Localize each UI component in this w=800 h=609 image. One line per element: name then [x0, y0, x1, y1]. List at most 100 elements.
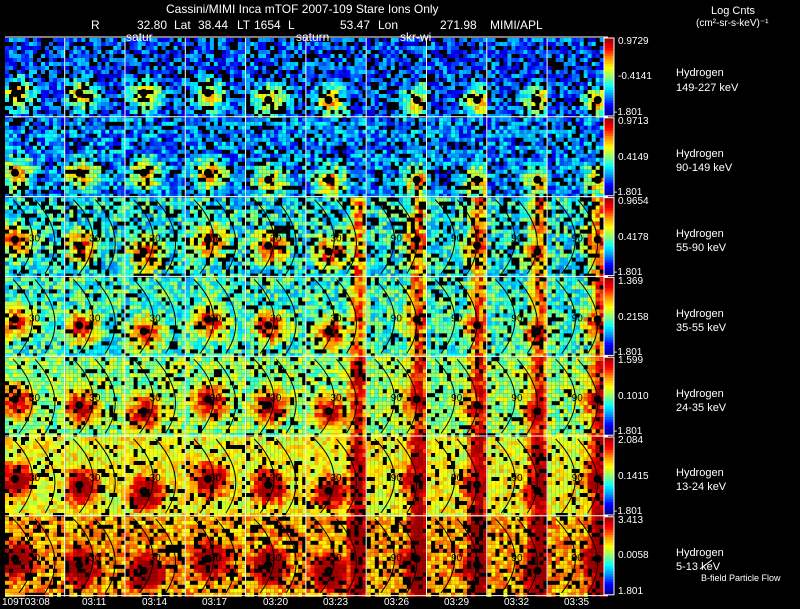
flux-pixel [21, 62, 25, 66]
flux-pixel [479, 190, 483, 194]
flux-pixel [250, 182, 254, 186]
flux-pixel [146, 82, 150, 86]
flux-pixel [568, 130, 572, 134]
flux-pixel [282, 94, 286, 98]
flux-pixel [572, 70, 576, 74]
flux-pixel [230, 138, 234, 142]
flux-pixel [487, 50, 491, 54]
flux-pixel [250, 150, 254, 154]
flux-pixel [399, 66, 403, 70]
flux-pixel [117, 162, 121, 166]
flux-pixel [419, 70, 423, 74]
flux-pixel [467, 134, 471, 138]
flux-pixel [556, 74, 560, 78]
flux-pixel [222, 102, 226, 106]
flux-pixel [117, 62, 121, 66]
flux-pixel [600, 62, 604, 66]
flux-pixel [523, 162, 527, 166]
flux-pixel [596, 122, 600, 126]
flux-pixel [21, 38, 25, 42]
flux-pixel [443, 190, 447, 194]
flux-pixel [451, 174, 455, 178]
flux-pixel [113, 42, 117, 46]
flux-pixel [93, 94, 97, 98]
flux-pixel [596, 126, 600, 130]
flux-pixel [294, 170, 298, 174]
flux-pixel [355, 54, 359, 58]
flux-pixel [158, 146, 162, 150]
flux-pixel [294, 66, 298, 70]
flux-pixel [254, 178, 258, 182]
flux-pixel [286, 74, 290, 78]
flux-pixel [491, 50, 495, 54]
flux-pixel [311, 78, 315, 82]
flux-pixel [351, 134, 355, 138]
flux-pixel [109, 154, 113, 158]
flux-pixel [556, 122, 560, 126]
flux-pixel [399, 102, 403, 106]
flux-pixel [335, 194, 339, 198]
flux-pixel [258, 190, 262, 194]
flux-pixel [403, 62, 407, 66]
flux-pixel [45, 98, 49, 102]
flux-pixel [37, 126, 41, 130]
flux-pixel [109, 150, 113, 154]
flux-pixel [65, 122, 69, 126]
flux-pixel [97, 94, 101, 98]
flux-pixel [515, 74, 519, 78]
flux-pixel [138, 86, 142, 90]
flux-pixel [568, 166, 572, 170]
flux-pixel [391, 66, 395, 70]
flux-pixel [515, 82, 519, 86]
flux-pixel [198, 194, 202, 198]
flux-pixel [451, 154, 455, 158]
flux-pixel [194, 146, 198, 150]
flux-pixel [359, 166, 363, 170]
flux-pixel [117, 66, 121, 70]
flux-pixel [527, 194, 531, 198]
flux-pixel [519, 114, 523, 118]
flux-pixel [126, 90, 130, 94]
flux-pixel [584, 50, 588, 54]
flux-pixel [387, 190, 391, 194]
flux-pixel [230, 62, 234, 66]
flux-pixel [29, 158, 33, 162]
flux-pixel [371, 174, 375, 178]
flux-pixel [355, 154, 359, 158]
flux-pixel [351, 74, 355, 78]
flux-pixel [515, 94, 519, 98]
flux-pixel [274, 130, 278, 134]
flux-pixel [415, 114, 419, 118]
flux-pixel [246, 66, 250, 70]
flux-pixel [45, 114, 49, 118]
flux-pixel [552, 122, 556, 126]
flux-pixel [447, 110, 451, 114]
flux-pixel [383, 134, 387, 138]
flux-pixel [93, 158, 97, 162]
flux-pixel [411, 162, 415, 166]
flux-pixel [166, 130, 170, 134]
flux-pixel [568, 90, 572, 94]
flux-pixel [596, 90, 600, 94]
flux-pixel [584, 114, 588, 118]
flux-pixel [238, 182, 242, 186]
flux-pixel [447, 138, 451, 142]
flux-pixel [238, 46, 242, 50]
flux-pixel [138, 190, 142, 194]
flux-pixel [73, 162, 77, 166]
flux-pixel [431, 158, 435, 162]
saturn-marker [325, 96, 333, 104]
flux-pixel [499, 134, 503, 138]
flux-pixel [572, 194, 576, 198]
flux-pixel [323, 58, 327, 62]
flux-pixel [463, 50, 467, 54]
flux-pixel [600, 58, 604, 62]
flux-pixel [190, 178, 194, 182]
flux-pixel [246, 134, 250, 138]
flux-pixel [339, 114, 343, 118]
flux-pixel [49, 158, 53, 162]
flux-pixel [355, 114, 359, 118]
flux-pixel [580, 42, 584, 46]
flux-pixel [246, 190, 250, 194]
flux-pixel [600, 38, 604, 42]
